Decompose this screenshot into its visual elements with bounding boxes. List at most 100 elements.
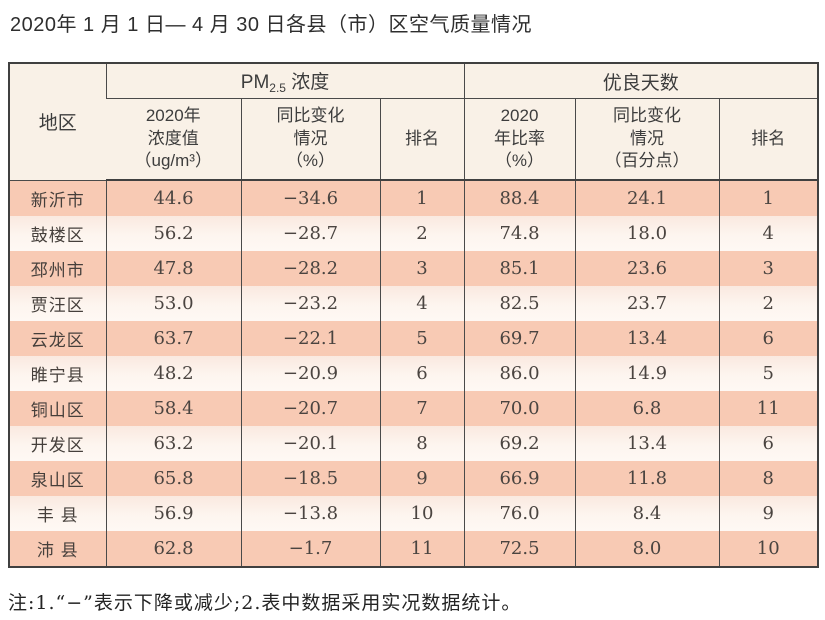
good-rate-cell: 69.2 xyxy=(463,426,575,461)
table-row: 开发区 63.2 −20.1 8 69.2 13.4 6 xyxy=(9,426,818,461)
good-rank-cell: 6 xyxy=(718,321,818,356)
pm-rank-cell: 2 xyxy=(379,216,464,251)
good-rank-cell: 3 xyxy=(718,251,818,286)
pm-rank-cell: 10 xyxy=(379,496,464,531)
table-row: 泉山区 65.8 −18.5 9 66.9 11.8 8 xyxy=(9,461,818,496)
column-header-region: 地区 xyxy=(9,63,106,181)
pm-change-cell: −34.6 xyxy=(240,180,380,216)
good-change-cell: 13.4 xyxy=(574,426,719,461)
table-body: 新沂市 44.6 −34.6 1 88.4 24.1 1 鼓楼区 56.2 −2… xyxy=(9,180,818,567)
region-cell: 泉山区 xyxy=(30,471,85,490)
pm-value-cell: 53.0 xyxy=(105,286,241,321)
good-rank-cell: 9 xyxy=(718,496,818,531)
good-rate-cell: 82.5 xyxy=(463,286,575,321)
table-row: 鼓楼区 56.2 −28.7 2 74.8 18.0 4 xyxy=(9,216,818,251)
pm-rank-cell: 4 xyxy=(379,286,464,321)
pm-change-cell: −20.1 xyxy=(240,426,380,461)
table-row: 邳州市 47.8 −28.2 3 85.1 23.6 3 xyxy=(9,251,818,286)
region-cell: 丰 县 xyxy=(36,506,79,525)
good-change-cell: 11.8 xyxy=(574,461,719,496)
good-rate-cell: 86.0 xyxy=(463,356,575,391)
pm-value-cell: 47.8 xyxy=(105,251,241,286)
good-rate-cell: 85.1 xyxy=(463,251,575,286)
table-row: 铜山区 58.4 −20.7 7 70.0 6.8 11 xyxy=(9,391,818,426)
header-group-row: 地区 PM2.5 浓度 优良天数 xyxy=(9,63,818,181)
good-change-cell: 23.7 xyxy=(574,286,719,321)
good-change-cell: 24.1 xyxy=(574,180,719,216)
column-header-good-rate: 2020 年比率 （%） xyxy=(463,98,575,181)
good-rate-cell: 69.7 xyxy=(463,321,575,356)
good-change-cell: 8.4 xyxy=(574,496,719,531)
pm-value-cell: 44.6 xyxy=(105,180,241,216)
table-header: 地区 PM2.5 浓度 优良天数 2020年 浓度值 （ug/m³） 同比变化 … xyxy=(9,63,818,181)
pm-value-cell: 62.8 xyxy=(105,531,241,567)
table-row: 云龙区 63.7 −22.1 5 69.7 13.4 6 xyxy=(9,321,818,356)
good-rate-cell: 70.0 xyxy=(463,391,575,426)
good-change-cell: 14.9 xyxy=(574,356,719,391)
good-rank-cell: 8 xyxy=(718,461,818,496)
pm-change-cell: −18.5 xyxy=(240,461,380,496)
good-rank-cell: 2 xyxy=(718,286,818,321)
pm-change-cell: −22.1 xyxy=(240,321,380,356)
good-change-cell: 8.0 xyxy=(574,531,719,567)
good-rank-cell: 10 xyxy=(718,531,818,567)
region-cell: 云龙区 xyxy=(30,331,85,350)
good-rate-cell: 66.9 xyxy=(463,461,575,496)
table-row: 贾汪区 53.0 −23.2 4 82.5 23.7 2 xyxy=(9,286,818,321)
good-rank-cell: 5 xyxy=(718,356,818,391)
table-row: 沛 县 62.8 −1.7 11 72.5 8.0 10 xyxy=(9,531,818,567)
region-cell: 开发区 xyxy=(30,436,85,455)
pm25-label: PM2.5 浓度 xyxy=(240,72,330,95)
pm-change-cell: −13.8 xyxy=(240,496,380,531)
region-cell: 沛 县 xyxy=(36,541,79,560)
table-row: 睢宁县 48.2 −20.9 6 86.0 14.9 5 xyxy=(9,356,818,391)
region-cell: 新沂市 xyxy=(30,190,85,210)
pm-rank-cell: 6 xyxy=(379,356,464,391)
table-row: 丰 县 56.9 −13.8 10 76.0 8.4 9 xyxy=(9,496,818,531)
column-header-pm-value: 2020年 浓度值 （ug/m³） xyxy=(106,98,241,181)
good-change-cell: 23.6 xyxy=(574,251,719,286)
pm-value-cell: 48.2 xyxy=(105,356,241,391)
column-header-pm-rank: 排名 xyxy=(379,98,464,181)
header-sub-row: 2020年 浓度值 （ug/m³） 同比变化 情况 （%） 排名 2020 年比… xyxy=(9,98,818,181)
footnote: 注:1.“−”表示下降或减少;2.表中数据采用实况数据统计。 xyxy=(8,592,522,614)
region-cell: 铜山区 xyxy=(30,401,85,420)
column-header-good-rank: 排名 xyxy=(718,98,818,181)
pm-value-cell: 56.9 xyxy=(105,496,241,531)
good-rank-cell: 4 xyxy=(718,216,818,251)
good-change-cell: 13.4 xyxy=(574,321,719,356)
pm-value-cell: 56.2 xyxy=(105,216,241,251)
pm-rank-cell: 11 xyxy=(379,531,464,567)
region-cell: 鼓楼区 xyxy=(30,226,85,245)
column-group-good-days: 优良天数 xyxy=(463,63,818,99)
column-group-pm25: PM2.5 浓度 xyxy=(105,63,464,99)
pm-change-cell: −20.9 xyxy=(240,356,380,391)
good-rank-cell: 6 xyxy=(718,426,818,461)
pm-value-cell: 63.2 xyxy=(105,426,241,461)
pm-change-cell: −28.7 xyxy=(240,216,380,251)
region-cell: 邳州市 xyxy=(30,261,85,280)
column-header-pm-change: 同比变化 情况 （%） xyxy=(240,98,380,181)
good-rate-cell: 76.0 xyxy=(463,496,575,531)
pm-change-cell: −28.2 xyxy=(240,251,380,286)
pm-rank-cell: 9 xyxy=(379,461,464,496)
good-rate-cell: 72.5 xyxy=(463,531,575,567)
pm-change-cell: −20.7 xyxy=(240,391,380,426)
pm-value-cell: 65.8 xyxy=(105,461,241,496)
good-rate-cell: 88.4 xyxy=(463,180,575,216)
page-title: 2020年 1 月 1 日— 4 月 30 日各县（市）区空气质量情况 xyxy=(10,14,533,36)
column-header-good-change: 同比变化 情况 （百分点） xyxy=(574,98,719,181)
pm-change-cell: −23.2 xyxy=(240,286,380,321)
good-rank-cell: 1 xyxy=(718,180,818,216)
table-row: 新沂市 44.6 −34.6 1 88.4 24.1 1 xyxy=(9,180,818,216)
region-cell: 睢宁县 xyxy=(30,366,85,385)
air-quality-table: 地区 PM2.5 浓度 优良天数 2020年 浓度值 （ug/m³） 同比变化 … xyxy=(8,62,819,568)
pm-rank-cell: 8 xyxy=(379,426,464,461)
pm-value-cell: 63.7 xyxy=(105,321,241,356)
pm-rank-cell: 3 xyxy=(379,251,464,286)
pm-change-cell: −1.7 xyxy=(240,531,380,567)
pm-rank-cell: 5 xyxy=(379,321,464,356)
pm-value-cell: 58.4 xyxy=(105,391,241,426)
good-rate-cell: 74.8 xyxy=(463,216,575,251)
